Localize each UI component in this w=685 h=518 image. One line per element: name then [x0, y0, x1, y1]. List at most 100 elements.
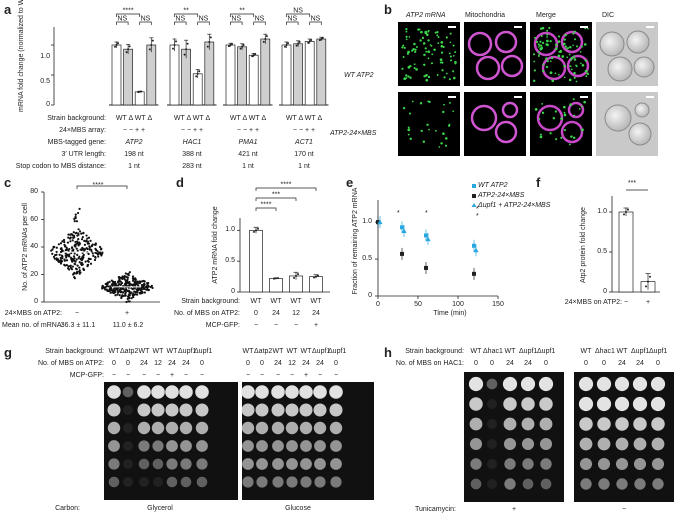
- c-pt-0-116: [73, 244, 76, 247]
- panel-h-tunicamycin-plus: +: [511, 506, 517, 513]
- panel-g-row-strain-label: Strain background:: [45, 348, 104, 355]
- c-pt-0-12: [95, 252, 98, 255]
- dots1-dot-78: [449, 32, 452, 35]
- c-pt-1-61: [140, 288, 143, 291]
- c-pt-1-262: [131, 277, 135, 280]
- dots1-dot-30: [401, 46, 404, 49]
- c-pt-1-198: [134, 282, 138, 285]
- h-spot-0-2-2: [503, 417, 517, 431]
- g-spot-0-2-0: [137, 385, 151, 399]
- c-pt-0-87: [82, 256, 85, 259]
- e-pt-1-1: [400, 251, 404, 256]
- panel-e-ylabel: Fraction of remaining ATP2 mRNA: [352, 187, 359, 295]
- g-spot-1-1-2: [255, 421, 269, 435]
- a-pt-2-1: [138, 90, 141, 93]
- c-pt-1-135: [124, 281, 127, 285]
- c-pt-0-253: [69, 264, 72, 267]
- d-pt-2-0: [293, 276, 295, 279]
- c-pt-0-111: [55, 250, 58, 254]
- e-pt-2-3: [473, 247, 479, 253]
- c-pt-0-214: [63, 259, 67, 262]
- c-pt-1-297: [116, 286, 120, 290]
- c-pt-1-137: [126, 280, 129, 283]
- dots1m-dot-27: [584, 59, 587, 62]
- a-pt-14-1: [308, 40, 311, 43]
- dots2m-dot-3: [534, 108, 538, 111]
- f-pt-0-0: [623, 213, 625, 216]
- c-pt-1-124: [133, 286, 136, 289]
- panel-a-ytick-1: 0.5: [40, 78, 50, 85]
- c-pt-0-138: [91, 252, 94, 255]
- h-spot-0-0-4: [470, 458, 482, 470]
- c-pt-1-95: [108, 289, 111, 292]
- c-pt-1-237: [131, 279, 135, 282]
- c-pt-1-62: [121, 275, 124, 278]
- g-spot-1-1-4: [256, 458, 268, 470]
- c-pt-0-18: [60, 248, 63, 251]
- c-pt-1-282: [141, 285, 144, 289]
- panel-h-plus-strain-3: Δupf1: [519, 348, 538, 355]
- a-pt-1-0: [125, 51, 128, 54]
- panel-h-plus-strain-1: Δhac1: [483, 348, 503, 355]
- c-pt-0-213: [67, 249, 70, 252]
- panel-c-row1-minus: −: [74, 310, 80, 317]
- c-pt-1-138: [118, 279, 121, 282]
- c-pt-1-81: [143, 287, 146, 290]
- c-pt-0-177: [76, 234, 79, 237]
- panel-a-act1-gene: ACT1: [295, 139, 313, 146]
- a-bracket-1-2: [197, 21, 210, 25]
- c-pt-0-22: [86, 237, 89, 240]
- d-pt-2-1: [295, 274, 297, 277]
- c-pt-0-236: [71, 250, 74, 253]
- c-pt-0-190: [73, 252, 76, 255]
- c-pt-1-284: [120, 276, 123, 279]
- c-pt-1-65: [103, 286, 106, 290]
- c-pt-0-8: [68, 265, 71, 268]
- c-pt-1-10: [112, 280, 115, 283]
- dots1-dot-36: [436, 74, 439, 76]
- h-tunicamycin-plus-plate: [464, 372, 564, 502]
- c-pt-1-7: [103, 286, 106, 289]
- d-pt-0-1: [255, 229, 257, 232]
- c-pt-1-8: [135, 288, 138, 291]
- g-spot-1-0-2: [241, 421, 255, 435]
- c-pt-0-28: [94, 243, 97, 246]
- c-pt-0-1: [78, 207, 81, 210]
- c-pt-1-251: [150, 284, 153, 287]
- h-spot-0-0-2: [469, 417, 483, 431]
- c-pt-0-166: [57, 260, 60, 263]
- c-pt-0-233: [81, 255, 84, 258]
- a-pt-1-2: [128, 45, 131, 48]
- c-pt-1-258: [114, 291, 117, 294]
- c-pt-1-87: [128, 294, 131, 297]
- c-pt-0-24: [85, 239, 88, 242]
- g-spot-0-5-3: [180, 440, 192, 452]
- panel-g-glycerol-strain-5: Δupf1: [178, 348, 197, 355]
- dots1-dot-73: [423, 75, 426, 78]
- c-pt-1-132: [144, 285, 147, 289]
- c-pt-1-259: [124, 290, 127, 293]
- c-pt-1-73: [128, 282, 131, 285]
- panel-g-glucose-mcp-4: +: [303, 372, 309, 379]
- h-spot-1-4-5: [652, 478, 664, 490]
- c-pt-1-141: [145, 288, 148, 291]
- dots1m-dot-19: [533, 60, 536, 63]
- b-wt-merge-cells: [533, 30, 590, 81]
- c-pt-0-171: [72, 236, 75, 239]
- c-pt-0-153: [68, 255, 71, 258]
- dots1m-dot-83: [573, 71, 576, 75]
- c-pt-0-108: [99, 252, 102, 256]
- c-pt-0-157: [89, 257, 92, 261]
- dots2m-dot-2: [554, 110, 558, 113]
- c-pt-0-60: [64, 254, 67, 257]
- g-spot-0-1-2: [123, 423, 133, 433]
- c-pt-1-246: [111, 289, 114, 293]
- a-bar-4: [169, 44, 180, 106]
- panel-label-e: e: [346, 175, 354, 190]
- c-pt-0-225: [72, 259, 76, 262]
- dots1m-dot-61: [554, 72, 557, 75]
- c-pt-1-127: [131, 284, 134, 287]
- panel-a-hac1-strain: WT Δ WT Δ: [173, 115, 211, 122]
- c-pt-0-140: [70, 233, 74, 236]
- c-pt-1-155: [140, 287, 143, 290]
